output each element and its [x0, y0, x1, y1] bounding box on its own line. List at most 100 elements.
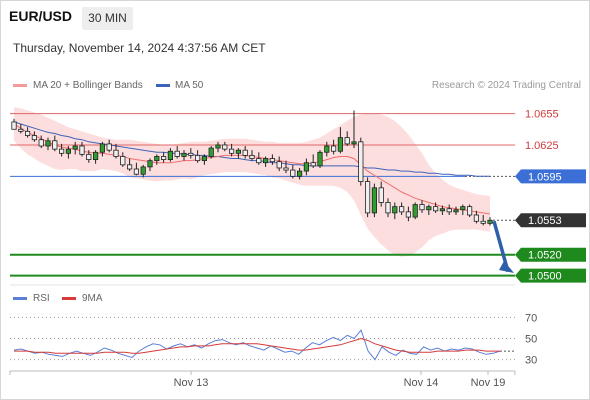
candle-body [460, 206, 466, 211]
candle-body [194, 155, 201, 162]
candle-body [18, 128, 24, 132]
candle-body [256, 158, 262, 164]
candle-body [269, 158, 276, 163]
candle-body [324, 145, 330, 153]
candle-body [86, 153, 92, 160]
candle-body [330, 145, 337, 152]
candle-body [439, 208, 446, 212]
candle-body [72, 145, 78, 150]
support-price-label: 1.0520 [528, 250, 562, 262]
candle-body [432, 206, 439, 212]
candle-body [106, 143, 112, 151]
candle-body [59, 148, 65, 154]
candle-body [222, 144, 228, 150]
candle-body [303, 162, 310, 172]
ma50-legend-label: MA 50 [175, 80, 204, 91]
candle-body [290, 169, 296, 177]
candle-body [93, 151, 99, 160]
candle-body [283, 167, 289, 171]
x-tick-label: Nov 14 [404, 377, 439, 389]
rsi-legend-swatch [13, 297, 27, 300]
candle-body [317, 151, 323, 167]
candle-body [351, 141, 357, 145]
candle-body [453, 209, 459, 213]
candle-body [426, 206, 432, 211]
rsi-legend-label: RSI [33, 293, 50, 304]
candle-body [167, 150, 173, 160]
candle-body [385, 202, 391, 214]
candle-body [120, 156, 126, 166]
rsi-ma-legend-swatch [62, 297, 76, 300]
rsi-ma-legend-label: 9MA [82, 293, 103, 304]
ma50-legend-swatch [156, 84, 170, 87]
instrument-title: EUR/USD [9, 8, 73, 24]
candle-body [45, 140, 51, 147]
candle-body [412, 204, 418, 218]
candle-body [174, 150, 180, 157]
resistance-price-label: 1.0655 [525, 109, 559, 121]
candle-body [113, 149, 119, 157]
candle-body [419, 204, 425, 211]
candle-body [140, 166, 146, 175]
candle-body [181, 152, 187, 157]
timeframe-button[interactable]: 30 MIN [82, 7, 133, 30]
rsi-tick-label: 70 [525, 312, 537, 324]
candle-body [398, 206, 405, 213]
ma20-legend-label: MA 20 + Bollinger Bands [33, 80, 143, 91]
rsi-line [13, 329, 501, 361]
candle-body [249, 155, 255, 159]
support-price-tag [515, 268, 586, 283]
current-price-tag [515, 213, 586, 228]
candle-body [38, 139, 44, 147]
candle-body [405, 211, 412, 218]
candle-body [466, 206, 473, 216]
candle-body [364, 181, 371, 214]
candle-body [358, 141, 364, 182]
candles [11, 110, 493, 226]
candle-body [24, 130, 31, 136]
candle-body [127, 164, 133, 170]
candle-body [215, 144, 221, 149]
candle-body [392, 206, 398, 214]
candle-body [262, 158, 269, 164]
candle-body [337, 137, 344, 152]
pivot-price-label: 1.0595 [528, 171, 562, 183]
x-tick-label: Nov 19 [471, 377, 506, 389]
current-price-label: 1.0553 [528, 215, 562, 227]
candle-body [228, 148, 235, 154]
candle-body [147, 160, 153, 168]
support-price-tag [515, 247, 586, 262]
candle-body [133, 168, 139, 175]
rsi-ma-line [14, 337, 500, 354]
candle-body [11, 121, 17, 130]
candle-body [296, 170, 303, 177]
candle-body [487, 219, 493, 224]
candle-body [344, 137, 350, 145]
candle-body [201, 156, 207, 162]
candle-body [473, 214, 480, 222]
forecast-arrow-head [499, 261, 514, 273]
x-tick-label: Nov 13 [174, 377, 209, 389]
candle-body [154, 156, 160, 162]
candle-body [52, 140, 58, 150]
support-price-label: 1.0500 [528, 271, 562, 283]
rsi-tick-label: 30 [525, 355, 537, 367]
candle-body [79, 145, 85, 155]
candle-body [371, 187, 378, 214]
research-credit: Research © 2024 Trading Central [431, 80, 581, 91]
candle-body [31, 135, 38, 141]
candle-body [446, 208, 452, 213]
rsi-tick-label: 50 [525, 334, 537, 346]
resistance-price-label: 1.0625 [525, 140, 559, 152]
candle-body [310, 162, 316, 167]
candle-body [480, 220, 486, 224]
timestamp: Thursday, November 14, 2024 4:37:56 AM C… [13, 41, 266, 55]
candle-body [208, 147, 214, 157]
candle-body [188, 152, 194, 156]
candle-body [65, 148, 71, 154]
candle-body [160, 156, 167, 160]
candle-body [99, 143, 105, 153]
candle-body [378, 187, 384, 203]
